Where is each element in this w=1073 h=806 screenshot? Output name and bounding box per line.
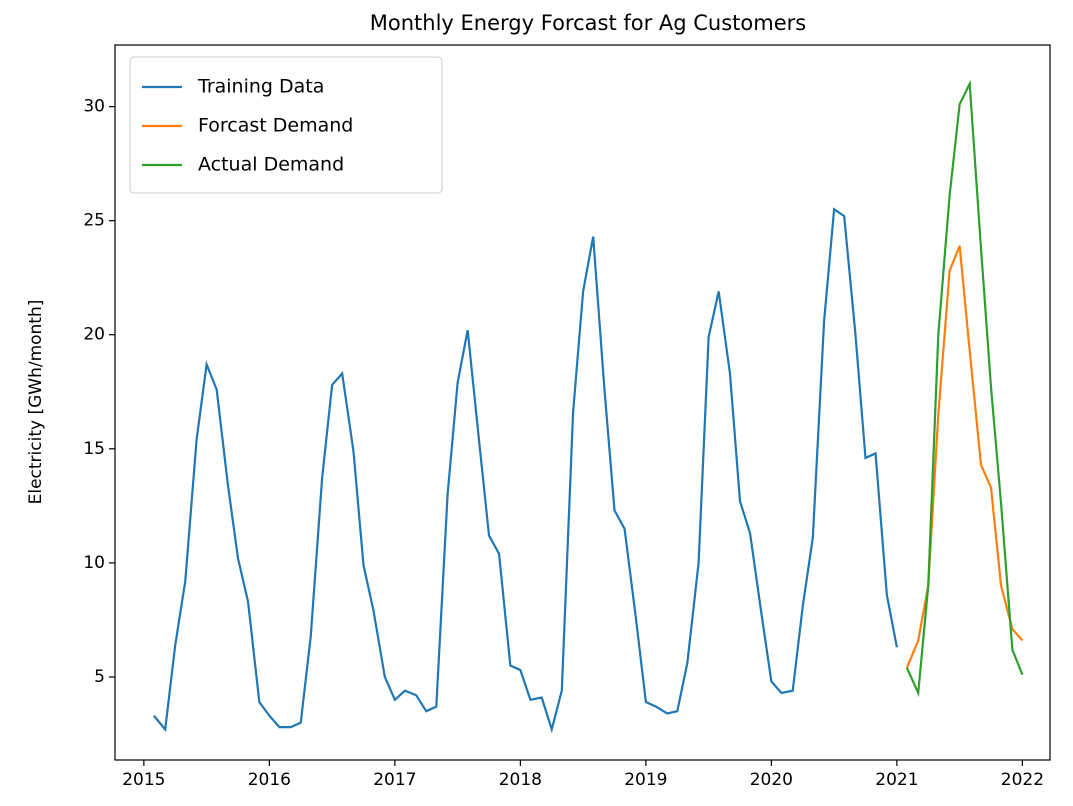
chart-title: Monthly Energy Forcast for Ag Customers: [370, 11, 806, 35]
x-tick-label: 2015: [122, 770, 165, 790]
x-tick-label: 2017: [373, 770, 416, 790]
x-tick-label: 2016: [248, 770, 291, 790]
series-line: [905, 79, 1024, 698]
y-tick-label: 10: [83, 553, 105, 573]
legend-label: Actual Demand: [198, 154, 344, 176]
y-tick-label: 20: [83, 325, 105, 345]
legend-label: Training Data: [197, 76, 324, 98]
x-tick-label: 2022: [1001, 770, 1044, 790]
plot-frame: [114, 44, 1051, 761]
legend-label: Forcast Demand: [198, 115, 353, 137]
series-line: [153, 207, 898, 734]
y-tick-label: 15: [83, 439, 105, 459]
x-tick-label: 2018: [499, 770, 542, 790]
y-tick-label: 5: [94, 667, 105, 687]
x-tick-label: 2020: [750, 770, 793, 790]
x-tick-label: 2021: [875, 770, 918, 790]
x-tick-label: 2019: [624, 770, 667, 790]
legend-box: [129, 56, 443, 194]
y-tick-label: 30: [83, 97, 105, 117]
y-axis-label: Electricity [GWh/month]: [26, 300, 46, 505]
y-tick-label: 25: [83, 211, 105, 231]
